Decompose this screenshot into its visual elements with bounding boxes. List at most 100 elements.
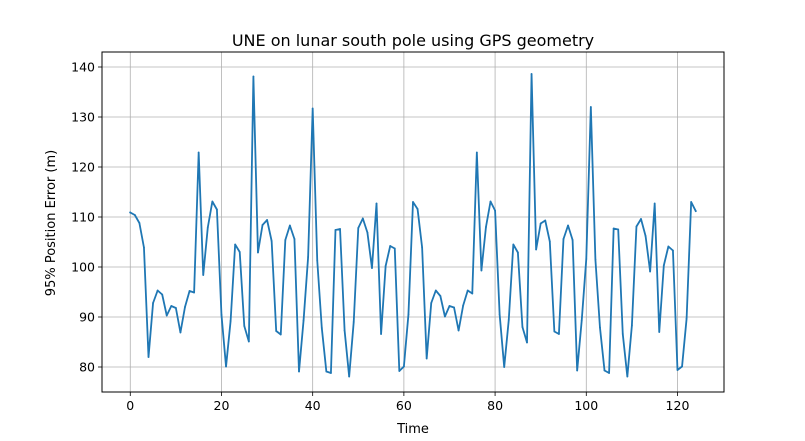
data-point [672,249,674,252]
data-point [257,251,259,254]
y-tick-label: 90 [79,310,95,325]
data-point [421,246,424,249]
data-point [640,218,642,220]
data-point [589,106,592,108]
data-point [225,365,227,368]
data-point [247,340,250,343]
data-point [412,201,414,203]
data-point [521,326,524,328]
data-point [375,202,378,205]
data-point [316,259,319,262]
data-point [266,219,268,221]
data-point [270,240,273,242]
data-point [585,258,588,260]
data-point [681,365,683,368]
data-point [279,333,282,336]
y-axis-ticks: 80 90 100 110 120 130 140 [71,60,102,375]
x-tick-label: 60 [396,398,412,413]
x-tick-label: 20 [214,398,230,413]
data-point [352,321,355,323]
data-point [298,370,300,373]
data-point [143,246,145,249]
data-point [184,306,186,308]
data-point [635,225,638,228]
data-point [553,330,556,333]
data-point [453,306,455,309]
data-point [544,219,547,222]
data-point [516,251,519,254]
data-point [302,319,305,322]
data-point [220,314,223,316]
data-point [357,227,360,229]
data-point [398,370,401,372]
data-point [133,214,136,216]
data-point [211,200,214,203]
plot-frame [101,51,725,393]
data-point [471,292,474,295]
data-point [621,333,624,335]
data-point [174,307,177,309]
data-point [466,289,469,292]
data-point [617,228,620,231]
data-point [307,256,310,258]
data-point [339,228,341,230]
y-tick-label: 80 [79,360,95,375]
data-point [202,274,205,276]
data-point [626,375,629,378]
data-point [343,329,346,332]
data-point [498,313,501,316]
data-point [152,302,154,304]
data-point [694,210,697,212]
data-point [658,331,661,333]
data-point [252,75,255,78]
data-point [161,293,164,296]
data-point [494,209,496,212]
data-point [238,251,241,253]
data-point [170,305,173,307]
data-point [485,226,487,228]
data-point [480,269,483,272]
data-point [630,324,633,327]
data-point [288,224,291,227]
data-point [261,224,264,226]
data-point [539,222,542,225]
data-point [690,201,693,203]
data-point [662,264,665,267]
data-point [558,333,560,335]
data-point [234,243,237,246]
x-tick-label: 120 [666,398,690,413]
data-point [507,319,510,321]
data-point [612,227,615,230]
data-point [439,295,442,297]
data-point [138,222,141,224]
data-point [434,289,437,292]
data-point [229,320,232,322]
data-point [535,248,538,251]
data-point [275,330,278,332]
y-tick-label: 110 [71,210,95,225]
data-point [475,151,478,154]
x-tick-label: 100 [574,398,598,413]
data-point [371,267,373,269]
data-point [489,200,492,203]
x-tick-label: 40 [305,398,321,413]
data-point [129,211,132,214]
data-point [608,372,610,374]
data-point [384,265,387,267]
data-point [243,325,246,327]
data-point [685,317,688,320]
data-point [293,238,296,240]
data-point [667,245,670,248]
data-point [216,208,218,211]
data-point [649,270,652,273]
data-point [567,224,569,227]
y-tick-label: 140 [71,60,95,75]
data-point [576,369,579,372]
data-point [594,258,597,261]
data-point [416,208,419,210]
data-point [448,305,451,307]
data-point [197,151,200,154]
data-point [284,239,287,241]
